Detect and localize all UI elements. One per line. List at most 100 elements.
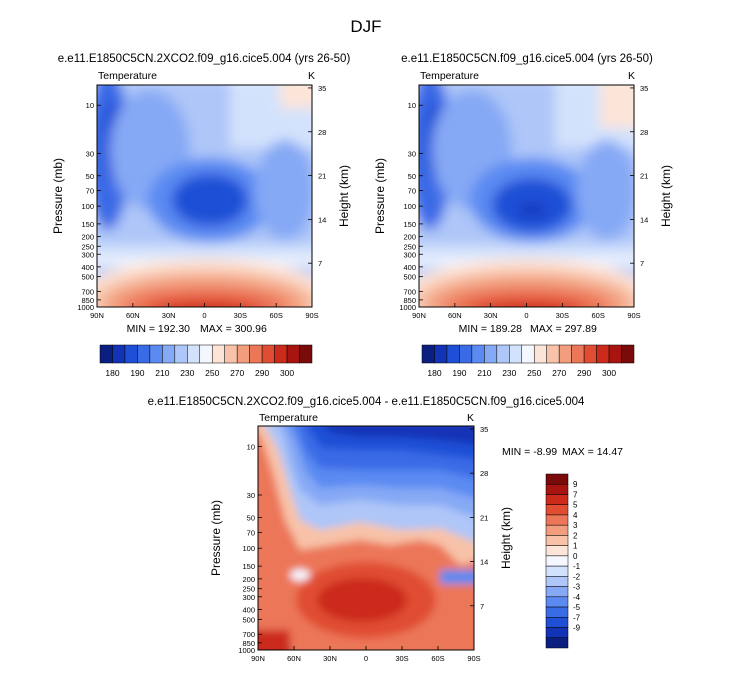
panel-c-ytick-label: 100 bbox=[242, 544, 255, 553]
panel-a-colorbar-swatch bbox=[99, 344, 113, 364]
panel-b-xtick-label: 60N bbox=[448, 311, 462, 320]
panel-b-xtick-label: 0 bbox=[524, 311, 528, 320]
panel-b-ytick-label: 200 bbox=[403, 232, 416, 241]
panel-b-axes: 1030507010015020025030040050070085010003… bbox=[399, 84, 648, 320]
panel-c-colorbar-swatch bbox=[545, 596, 569, 608]
panel-c-colorbar-label: -2 bbox=[573, 572, 581, 581]
panel-a-colorbar-swatch bbox=[261, 344, 275, 364]
panel-a-xtick-label: 30S bbox=[234, 311, 247, 320]
panel-c-colorbar-swatch bbox=[545, 637, 569, 649]
panel-a-field bbox=[97, 85, 312, 307]
panel-c-xtick-label: 60S bbox=[431, 654, 444, 663]
panel-b-colorbar-swatch bbox=[484, 344, 498, 364]
panel-b-y2tick-label: 35 bbox=[640, 84, 648, 93]
panel-a-y2label: Height (km) bbox=[337, 165, 351, 227]
panel-a-ytick-label: 500 bbox=[81, 273, 94, 282]
panel-b-colorbar-swatch bbox=[421, 344, 435, 364]
panel-b: e.e11.E1850C5CN.f09_g16.cice5.004 (yrs 2… bbox=[373, 53, 673, 378]
panel-a-ytick-label: 10 bbox=[86, 101, 94, 110]
panel-b-colorbar-label: 250 bbox=[527, 368, 541, 378]
panel-c-y2tick-label: 35 bbox=[480, 425, 488, 434]
panel-b-colorbar-swatch bbox=[446, 344, 460, 364]
panel-c-ytick-label: 250 bbox=[242, 585, 255, 594]
panel-a-ytick-label: 250 bbox=[81, 242, 94, 251]
panel-c-ytick-label: 1000 bbox=[238, 646, 255, 655]
panel-b-variable: Temperature bbox=[420, 70, 479, 82]
panel-a-colorbar-label: 180 bbox=[105, 368, 119, 378]
panel-a-y2tick-label: 7 bbox=[318, 259, 322, 268]
panel-b-ytick-label: 1000 bbox=[399, 303, 416, 312]
panel-a-colorbar-label: 230 bbox=[180, 368, 194, 378]
panel-c-xtick-label: 30S bbox=[395, 654, 408, 663]
panel-c-colorbar-swatch bbox=[545, 524, 569, 536]
panel-a-y2tick-label: 21 bbox=[318, 172, 326, 181]
panel-a-ytick-label: 1000 bbox=[77, 303, 94, 312]
panel-c-y2tick-label: 28 bbox=[480, 469, 488, 478]
panel-b-colorbar-swatch bbox=[533, 344, 547, 364]
panel-b-ytick-label: 700 bbox=[403, 287, 416, 296]
panel-a-colorbar: 180 190 210 230 250 270 290 300 bbox=[99, 344, 313, 378]
panel-c-y2label: Height (km) bbox=[499, 507, 513, 569]
panel-b-ytick-label: 500 bbox=[403, 273, 416, 282]
panel-a-colorbar-swatch bbox=[149, 344, 163, 364]
panel-a-title: e.e11.E1850C5CN.2XCO2.f09_g16.cice5.004 … bbox=[58, 53, 351, 65]
panel-b-colorbar-swatch bbox=[571, 344, 585, 364]
panel-a-y2tick-label: 28 bbox=[318, 128, 326, 137]
panel-b-colorbar-swatch bbox=[546, 344, 560, 364]
panel-c-variable: Temperature bbox=[259, 412, 318, 424]
panel-a-colorbar-label: 250 bbox=[205, 368, 219, 378]
panel-b-y2tick-label: 14 bbox=[640, 215, 648, 224]
panel-b-colorbar-swatch bbox=[558, 344, 572, 364]
panel-c-ytick-label: 30 bbox=[247, 491, 255, 500]
panel-c-colorbar-swatch bbox=[545, 627, 569, 639]
panel-a: e.e11.E1850C5CN.2XCO2.f09_g16.cice5.004 … bbox=[51, 53, 351, 378]
panel-b-colorbar-label: 180 bbox=[427, 368, 441, 378]
panel-c-colorbar-label: 3 bbox=[573, 521, 578, 530]
panel-c-ytick-label: 10 bbox=[247, 442, 255, 451]
panel-c-ytick-label: 500 bbox=[242, 615, 255, 624]
panel-a-ylabel: Pressure (mb) bbox=[51, 158, 65, 234]
panel-b-colorbar-swatch bbox=[596, 344, 610, 364]
panel-c-xtick-label: 0 bbox=[364, 654, 368, 663]
panel-a-xtick-label: 0 bbox=[202, 311, 206, 320]
panel-c-y2tick-label: 14 bbox=[480, 558, 488, 567]
panel-c-colorbar-label: 1 bbox=[573, 542, 578, 551]
panel-b-colorbar-swatch bbox=[621, 344, 635, 364]
panel-b-xtick-label: 30N bbox=[484, 311, 498, 320]
panel-b-xtick-label: 90S bbox=[627, 311, 640, 320]
panel-c-colorbar-swatch bbox=[545, 504, 569, 516]
panel-b-ytick-label: 300 bbox=[403, 250, 416, 259]
panel-a-y2tick-label: 14 bbox=[318, 215, 326, 224]
panel-c-title: e.e11.E1850C5CN.2XCO2.f09_g16.cice5.004 … bbox=[148, 396, 585, 408]
panel-b-colorbar-label: 270 bbox=[552, 368, 566, 378]
panel-a-ytick-label: 200 bbox=[81, 232, 94, 241]
panel-c-xtick-label: 90N bbox=[251, 654, 265, 663]
panel-a-colorbar-swatch bbox=[162, 344, 176, 364]
panel-b-units: K bbox=[628, 70, 635, 82]
panel-b-y2label: Height (km) bbox=[659, 165, 673, 227]
panel-a-colorbar-swatch bbox=[274, 344, 288, 364]
panel-c-colorbar-swatch bbox=[545, 606, 569, 618]
panel-c-colorbar-label: -9 bbox=[573, 624, 581, 633]
panel-c-colorbar-label: 7 bbox=[573, 490, 578, 499]
panel-c-colorbar-label: 4 bbox=[573, 511, 578, 520]
panel-a-colorbar-swatch bbox=[124, 344, 138, 364]
panel-c-units: K bbox=[467, 412, 474, 424]
panel-c-colorbar-swatch bbox=[545, 483, 569, 495]
panel-c-colorbar-label: 5 bbox=[573, 501, 578, 510]
panel-b-colorbar-swatch bbox=[459, 344, 473, 364]
panel-c-colorbar-swatch bbox=[545, 555, 569, 567]
panel-a-ytick-label: 150 bbox=[81, 220, 94, 229]
panel-b-y2tick-label: 28 bbox=[640, 128, 648, 137]
panel-c-ylabel: Pressure (mb) bbox=[209, 500, 223, 576]
panel-b-colorbar-swatch bbox=[608, 344, 622, 364]
panel-c-colorbar-swatch bbox=[545, 576, 569, 587]
panel-a-ytick-label: 30 bbox=[86, 149, 94, 158]
panel-b-title: e.e11.E1850C5CN.f09_g16.cice5.004 (yrs 2… bbox=[401, 53, 653, 65]
panel-a-ytick-label: 300 bbox=[81, 250, 94, 259]
panel-b-ytick-label: 400 bbox=[403, 263, 416, 272]
panel-c-colorbar-label: 0 bbox=[573, 552, 578, 561]
panel-b-y2tick-label: 21 bbox=[640, 172, 648, 181]
